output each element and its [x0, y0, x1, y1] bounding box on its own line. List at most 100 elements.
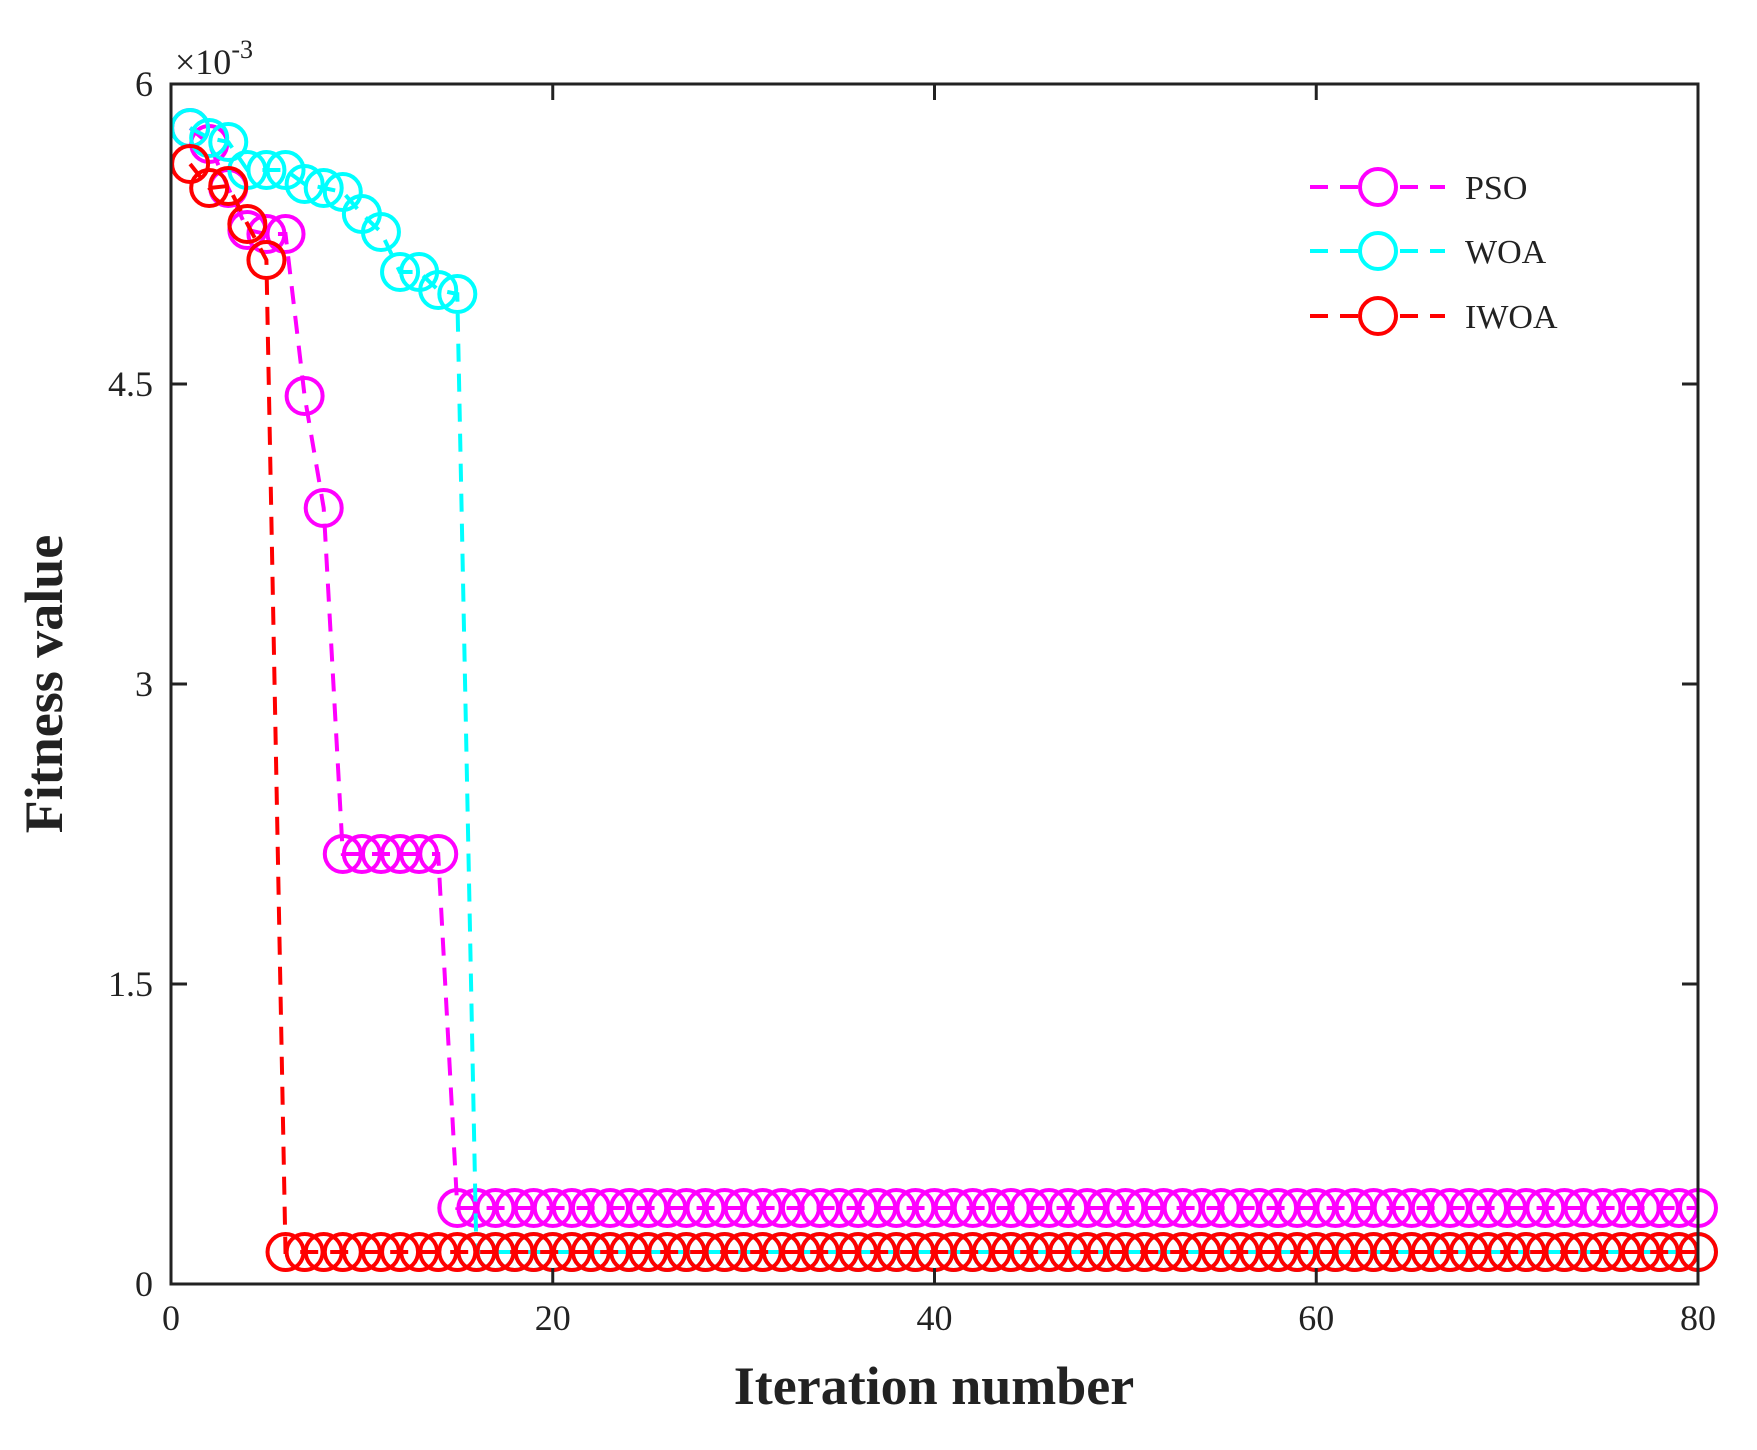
marker-iwoa [685, 1232, 726, 1272]
marker-iwoa [1124, 1232, 1165, 1272]
y-tick-label: 4.5 [108, 364, 153, 404]
marker-pso [1601, 1188, 1642, 1228]
marker-pso [246, 214, 287, 254]
marker-pso [1181, 1188, 1222, 1228]
marker-iwoa [799, 1232, 840, 1272]
marker-pso [971, 1188, 1012, 1228]
marker-pso [1315, 1188, 1356, 1228]
marker-pso [1506, 1188, 1547, 1228]
series-line-iwoa [188, 162, 1698, 1254]
marker-pso [551, 1188, 592, 1228]
marker-iwoa [780, 1232, 821, 1272]
x-tick-label: 60 [1298, 1298, 1334, 1338]
marker-pso [1258, 1188, 1299, 1228]
series-pso [170, 108, 1718, 1228]
marker-iwoa [1086, 1232, 1127, 1272]
marker-iwoa [399, 1232, 440, 1272]
marker-iwoa [1391, 1232, 1432, 1272]
marker-pso [1009, 1188, 1050, 1228]
marker-pso [399, 834, 440, 874]
marker-iwoa [1029, 1232, 1070, 1272]
marker-pso [1525, 1188, 1566, 1228]
marker-iwoa [1448, 1232, 1489, 1272]
marker-iwoa [952, 1232, 993, 1272]
marker-woa [360, 212, 401, 252]
marker-iwoa [284, 1232, 325, 1272]
marker-iwoa [876, 1232, 917, 1272]
marker-iwoa [265, 1232, 306, 1272]
marker-pso [933, 1188, 974, 1228]
marker-pso [876, 1188, 917, 1228]
marker-pso [1410, 1188, 1451, 1228]
marker-pso [742, 1188, 783, 1228]
ticks-layer: 0 20 40 60 80 0 1.5 3 4.5 6 [108, 64, 1716, 1338]
marker-iwoa [341, 1232, 382, 1272]
marker-pso [1391, 1188, 1432, 1228]
marker-iwoa [1334, 1232, 1375, 1272]
marker-pso [1429, 1188, 1470, 1228]
marker-pso [799, 1188, 840, 1228]
marker-iwoa [990, 1232, 1031, 1272]
marker-iwoa [723, 1232, 764, 1272]
marker-iwoa [551, 1232, 592, 1272]
y-exponent-base: ×10 [175, 42, 231, 82]
marker-pso [857, 1188, 898, 1228]
legend-marker-pso [1358, 167, 1398, 207]
marker-iwoa [1429, 1232, 1470, 1272]
marker-iwoa [1277, 1232, 1318, 1272]
legend-marker-woa [1358, 231, 1398, 271]
marker-pso [1296, 1188, 1337, 1228]
marker-iwoa [360, 1232, 401, 1272]
marker-pso [628, 1188, 669, 1228]
marker-pso [494, 1188, 535, 1228]
marker-iwoa [1200, 1232, 1241, 1272]
marker-pso [685, 1188, 726, 1228]
marker-pso [1544, 1188, 1585, 1228]
y-exponent-power: -3 [231, 35, 253, 64]
marker-pso [1353, 1188, 1394, 1228]
x-tick-label: 0 [162, 1298, 180, 1338]
marker-iwoa [933, 1232, 974, 1272]
marker-pso [322, 834, 363, 874]
marker-pso [647, 1188, 688, 1228]
marker-pso [780, 1188, 821, 1228]
marker-pso [437, 1188, 478, 1228]
marker-pso [380, 834, 421, 874]
marker-pso [1639, 1188, 1680, 1228]
marker-iwoa [1105, 1232, 1146, 1272]
marker-pso [1334, 1188, 1375, 1228]
series-iwoa [170, 144, 1718, 1272]
marker-woa [284, 164, 325, 204]
marker-pso [1620, 1188, 1661, 1228]
marker-iwoa [1067, 1232, 1108, 1272]
marker-iwoa [1009, 1232, 1050, 1272]
marker-pso [1372, 1188, 1413, 1228]
marker-pso [590, 1188, 631, 1228]
marker-pso [895, 1188, 936, 1228]
marker-woa [418, 270, 459, 310]
marker-iwoa [1639, 1232, 1680, 1272]
series-layer [170, 108, 1718, 1272]
marker-pso [990, 1188, 1031, 1228]
marker-pso [1448, 1188, 1489, 1228]
marker-iwoa [1544, 1232, 1585, 1272]
marker-pso [1105, 1188, 1146, 1228]
marker-pso [1200, 1188, 1241, 1228]
marker-iwoa [1506, 1232, 1547, 1272]
marker-iwoa [246, 240, 287, 280]
marker-iwoa [1620, 1232, 1661, 1272]
x-tick-label: 80 [1680, 1298, 1716, 1338]
marker-pso [819, 1188, 860, 1228]
marker-iwoa [208, 166, 249, 206]
marker-iwoa [1353, 1232, 1394, 1272]
marker-iwoa [513, 1232, 554, 1272]
marker-pso [838, 1188, 879, 1228]
marker-iwoa [303, 1232, 344, 1272]
marker-iwoa [456, 1232, 497, 1272]
marker-iwoa [1582, 1232, 1623, 1272]
marker-iwoa [570, 1232, 611, 1272]
y-exponent-label: ×10-3 [175, 35, 253, 82]
marker-iwoa [1601, 1232, 1642, 1272]
marker-pso [761, 1188, 802, 1228]
marker-iwoa [819, 1232, 860, 1272]
